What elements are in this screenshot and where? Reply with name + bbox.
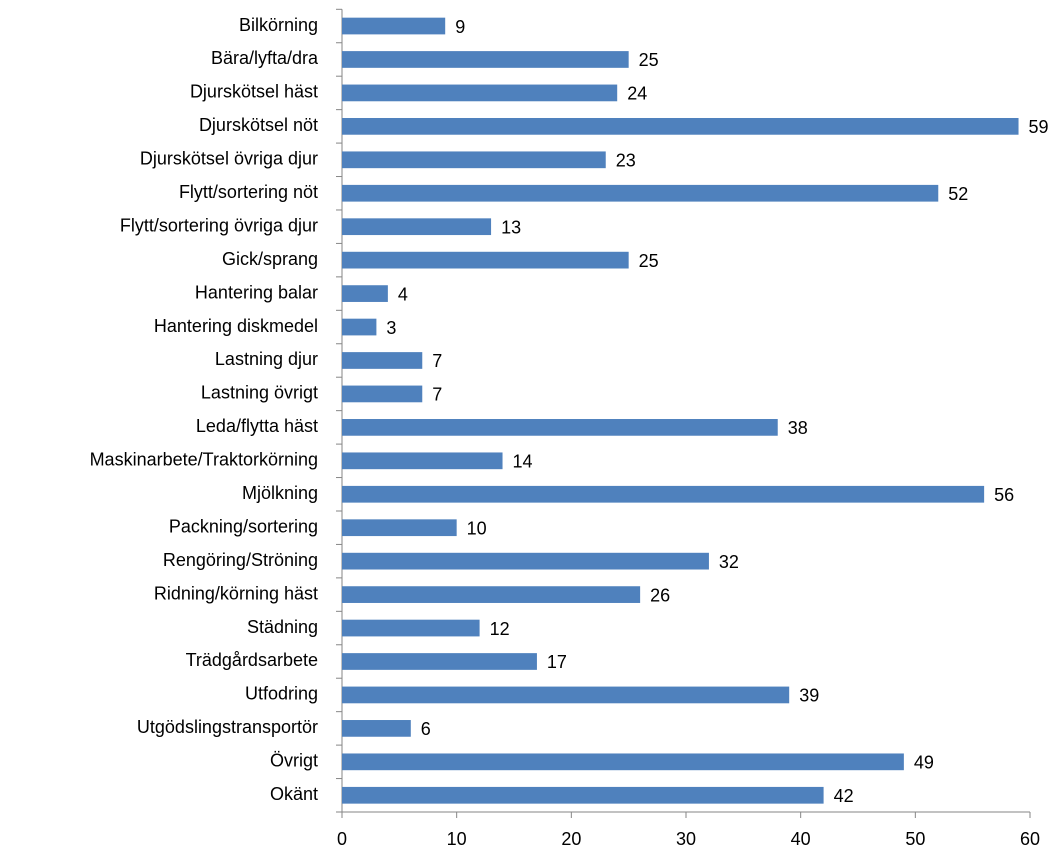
y-tick-label: Städning	[247, 617, 318, 637]
bar	[342, 117, 1019, 135]
y-tick-label: Djurskötsel nöt	[199, 115, 318, 135]
y-tick-label: Mjölkning	[242, 483, 318, 503]
bar	[342, 184, 939, 202]
data-label: 7	[432, 385, 442, 405]
data-label: 56	[994, 485, 1014, 505]
y-tick-label: Trädgårdsarbete	[186, 650, 318, 670]
y-tick-label: Hantering balar	[195, 282, 318, 302]
data-label: 17	[547, 652, 567, 672]
data-label: 4	[398, 284, 408, 304]
bar	[342, 251, 629, 269]
y-tick-label: Lastning djur	[215, 349, 318, 369]
y-tick-label: Djurskötsel övriga djur	[140, 149, 318, 169]
bar	[342, 619, 480, 637]
y-tick-label: Ridning/körning häst	[154, 583, 318, 603]
x-tick-label: 50	[905, 829, 925, 849]
data-label: 13	[501, 217, 521, 237]
bar	[342, 51, 629, 68]
bar	[342, 653, 537, 670]
bar	[342, 352, 423, 369]
x-tick-label: 20	[561, 829, 581, 849]
data-label: 24	[627, 84, 647, 104]
bar	[342, 519, 457, 537]
y-tick-label: Bära/lyfta/dra	[211, 48, 319, 68]
data-label: 25	[639, 251, 659, 271]
x-tick-label: 40	[791, 829, 811, 849]
bar	[342, 385, 423, 403]
bar	[342, 285, 388, 302]
y-tick-label: Utfodring	[245, 684, 318, 704]
y-tick-label: Bilkörning	[239, 15, 318, 35]
data-label: 26	[650, 585, 670, 605]
y-tick-label: Gick/sprang	[222, 249, 318, 269]
bar	[342, 586, 641, 603]
bar	[342, 753, 904, 771]
bar	[342, 786, 824, 804]
data-label: 39	[799, 686, 819, 706]
data-label: 6	[421, 719, 431, 739]
bar	[342, 318, 377, 336]
bar	[342, 84, 618, 102]
data-label: 3	[386, 318, 396, 338]
y-tick-label: Övrigt	[270, 751, 318, 771]
y-tick-label: Okänt	[270, 784, 318, 804]
x-tick-label: 0	[337, 829, 347, 849]
data-label: 49	[914, 753, 934, 773]
bar	[342, 485, 985, 503]
bar	[342, 419, 778, 436]
x-tick-label: 10	[447, 829, 467, 849]
y-tick-label: Flytt/sortering nöt	[179, 182, 318, 202]
y-tick-label: Flytt/sortering övriga djur	[120, 215, 318, 235]
y-tick-label: Leda/flytta häst	[196, 416, 318, 436]
data-label: 23	[616, 151, 636, 171]
data-label: 42	[834, 786, 854, 806]
y-tick-label: Rengöring/Ströning	[163, 550, 318, 570]
bar	[342, 151, 606, 169]
x-tick-label: 60	[1020, 829, 1040, 849]
data-label: 7	[432, 351, 442, 371]
data-label: 52	[948, 184, 968, 204]
y-tick-label: Lastning övrigt	[201, 383, 318, 403]
data-label: 12	[490, 619, 510, 639]
data-label: 25	[639, 50, 659, 70]
data-label: 38	[788, 418, 808, 438]
y-tick-label: Djurskötsel häst	[190, 82, 318, 102]
data-label: 10	[467, 518, 487, 538]
data-label: 9	[455, 17, 465, 37]
bar	[342, 552, 709, 570]
x-tick-label: 30	[676, 829, 696, 849]
data-label: 59	[1029, 117, 1049, 137]
bar	[342, 720, 411, 737]
y-tick-label: Maskinarbete/Traktorkörning	[90, 450, 318, 470]
bar	[342, 17, 446, 35]
bar	[342, 452, 503, 470]
bar	[342, 686, 790, 704]
y-tick-label: Utgödslingstransportör	[137, 717, 318, 737]
bar	[342, 218, 492, 236]
y-tick-label: Hantering diskmedel	[154, 316, 318, 336]
data-label: 32	[719, 552, 739, 572]
data-label: 14	[513, 452, 533, 472]
y-tick-label: Packning/sortering	[169, 516, 318, 536]
